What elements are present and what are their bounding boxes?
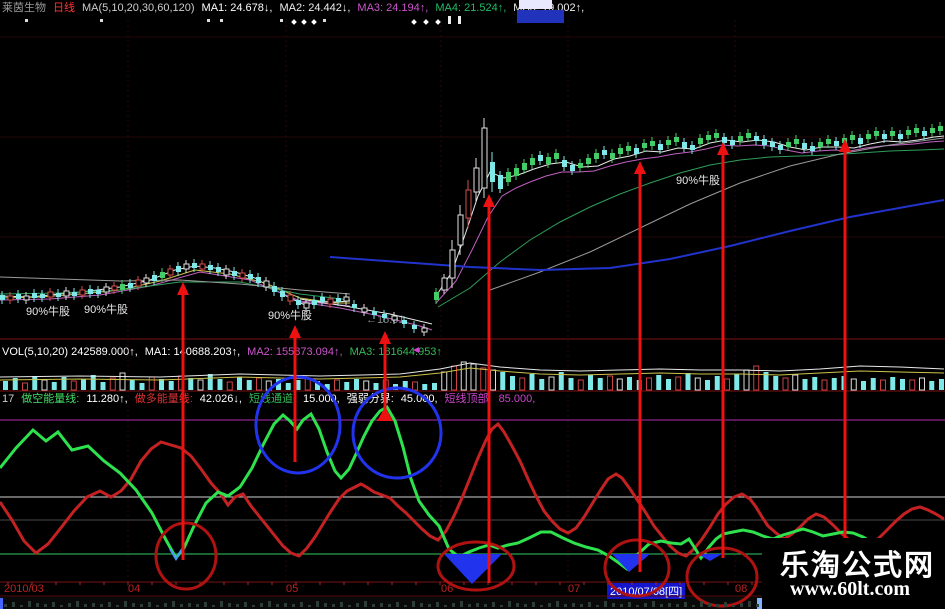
indicator-text-segment: MA(5,10,20,30,60,120) [82, 2, 195, 14]
axis-date-label: 08 [735, 583, 748, 595]
indicator-text-segment: 短线顶部: [444, 393, 492, 405]
axis-date-label: 2010/03 [4, 583, 44, 595]
indicator-text-segment: 做多能量线: [134, 393, 193, 405]
watermark: 乐淘公式网 www.60lt.com [762, 538, 945, 609]
indicator-text-segment: MA4: 21.524↑, [435, 2, 507, 14]
chart-text-label: 90%牛股 [676, 175, 721, 187]
indicator-text-segment: 42.026↓, [199, 393, 242, 405]
indicator-text-segment: 做空能量线: [21, 393, 80, 405]
indicator-text-segment: 85.000, [498, 393, 536, 405]
axis-date-label: 07 [568, 583, 581, 595]
chart-text-label: 90%牛股 [268, 310, 313, 322]
axis-date-label: 06 [441, 583, 454, 595]
indicator-text-segment: MA3: 24.194↑, [357, 2, 429, 14]
watermark-site-name: 乐淘公式网 [780, 548, 936, 582]
indicator-text-segment: VOL(5,10,20) 242589.000↑, [2, 346, 138, 358]
oscillator-indicator-bar: 17 做空能量线: 11.280↑, 做多能量线: 42.026↓, 短线通道: 15.00… [2, 393, 542, 406]
axis-date-label: 04 [128, 583, 141, 595]
chart-text-label: 90%牛股 [26, 306, 71, 318]
chart-text-label: 90%牛股 [84, 304, 129, 316]
indicator-text-segment: 莱茵生物 [2, 2, 46, 14]
indicator-text-segment: 17 [2, 393, 15, 405]
indicator-text-segment: 11.280↑, [86, 393, 128, 405]
indicator-text-segment: MA1: 24.678↓, [201, 2, 273, 14]
indicator-text-segment: 日线 [53, 2, 75, 14]
date-axis: 2010/03 04 05 06 07 08 [0, 583, 945, 597]
volume-indicator-bar: VOL(5,10,20) 242589.000↑, MA1: 140688.203… [2, 346, 449, 359]
indicator-text-segment: MA2: 24.442↓, [279, 2, 351, 14]
axis-date-label: 05 [286, 583, 299, 595]
indicator-text-segment: MA1: 140688.203↑, [144, 346, 241, 358]
watermark-site-url: www.60lt.com [790, 578, 910, 600]
